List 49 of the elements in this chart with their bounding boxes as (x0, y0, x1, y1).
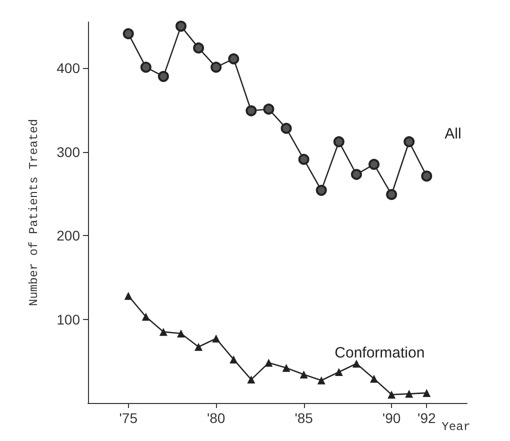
point (263, 104, 274, 115)
point (230, 355, 238, 364)
point (317, 376, 326, 384)
x-axis-title: Year (442, 420, 470, 434)
x-tick-label: '85 (294, 410, 314, 426)
point (333, 136, 344, 148)
point (210, 62, 222, 73)
point (316, 184, 327, 196)
point (370, 374, 378, 383)
point (194, 342, 203, 351)
point (246, 105, 257, 116)
point (350, 168, 362, 180)
y-tick-label: 400 (56, 60, 80, 76)
point (140, 62, 152, 73)
point (158, 70, 169, 82)
point (405, 390, 414, 398)
y-tick-label: 100 (56, 311, 80, 328)
text: All (444, 126, 462, 143)
x-tick-label: '90 (382, 410, 401, 426)
point (298, 154, 310, 165)
point (421, 170, 432, 182)
point (247, 376, 256, 384)
series-label: Conformation (334, 344, 425, 362)
x-tick-label: '92 (418, 410, 436, 426)
point (422, 388, 431, 397)
point (264, 358, 273, 367)
point (228, 53, 240, 64)
point (142, 312, 150, 321)
point (193, 42, 204, 54)
point (388, 390, 396, 399)
point (176, 330, 185, 338)
point (159, 328, 168, 336)
point (368, 158, 380, 170)
point (334, 368, 343, 376)
x-tick-label: '80 (206, 410, 226, 426)
point (122, 28, 134, 40)
point (404, 136, 415, 148)
point (124, 292, 132, 300)
point (282, 364, 290, 372)
point (352, 360, 360, 368)
point (280, 122, 292, 134)
point (212, 334, 220, 343)
point (300, 370, 308, 379)
y-axis-title: Number of Patients Treated (27, 118, 41, 306)
x-tick-label: '75 (119, 410, 138, 426)
y-tick-label: 200 (56, 228, 80, 244)
point (386, 189, 398, 200)
point (176, 20, 186, 32)
y-tick-label: 300 (56, 144, 80, 160)
